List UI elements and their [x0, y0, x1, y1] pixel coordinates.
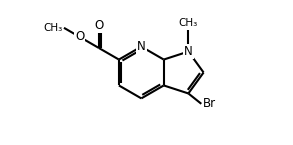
Text: O: O — [75, 30, 84, 43]
Text: CH₃: CH₃ — [43, 23, 63, 33]
Text: Br: Br — [203, 97, 216, 110]
Text: N: N — [184, 45, 193, 58]
Text: N: N — [137, 40, 146, 53]
Text: O: O — [94, 19, 103, 32]
Text: CH₃: CH₃ — [179, 18, 198, 28]
